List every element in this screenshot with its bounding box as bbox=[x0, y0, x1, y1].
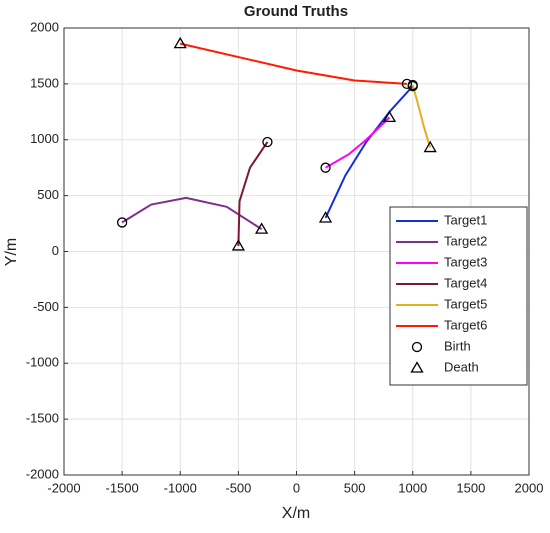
death-marker bbox=[231, 239, 246, 251]
chart-title: Ground Truths bbox=[244, 3, 348, 20]
plot-frame bbox=[63, 27, 530, 476]
y-tick-label: 2000 bbox=[30, 19, 59, 34]
birth-marker bbox=[407, 79, 418, 91]
x-tick-label: 1500 bbox=[456, 480, 485, 495]
legend-label: Target3 bbox=[444, 254, 487, 269]
x-tick-label: -500 bbox=[225, 480, 251, 495]
death-marker bbox=[318, 211, 333, 223]
y-tick-label: 1000 bbox=[30, 131, 59, 146]
y-tick-label: 500 bbox=[37, 187, 59, 202]
birth-marker bbox=[320, 162, 331, 173]
y-tick-label: -1500 bbox=[26, 411, 59, 426]
death-marker bbox=[173, 36, 187, 49]
y-tick-label: 0 bbox=[52, 243, 59, 258]
x-tick-label: 500 bbox=[344, 480, 366, 495]
x-tick-label: 1000 bbox=[398, 480, 427, 495]
trajectory bbox=[325, 116, 391, 169]
trajectory bbox=[237, 141, 269, 246]
x-tick-label: 0 bbox=[293, 480, 300, 495]
birth-marker bbox=[262, 136, 273, 148]
legend-box bbox=[389, 206, 528, 386]
legend-label: Death bbox=[444, 359, 479, 374]
birth-marker bbox=[116, 217, 128, 228]
death-marker bbox=[423, 140, 437, 153]
trajectory bbox=[324, 85, 414, 219]
x-tick-label: 2000 bbox=[515, 480, 544, 495]
y-tick-label: -500 bbox=[33, 299, 59, 314]
y-tick-label: -1000 bbox=[26, 355, 59, 370]
x-tick-label: -2000 bbox=[47, 480, 80, 495]
legend-symbol bbox=[411, 341, 423, 353]
y-tick-label: -2000 bbox=[26, 466, 59, 481]
y-tick-label: 1500 bbox=[30, 75, 59, 90]
legend-label: Target5 bbox=[444, 296, 487, 311]
trajectory bbox=[411, 84, 432, 148]
legend-symbol bbox=[410, 361, 424, 373]
x-axis-label: X/m bbox=[282, 505, 310, 522]
legend-label: Target2 bbox=[444, 233, 487, 248]
legend-label: Target4 bbox=[444, 275, 487, 290]
x-tick-label: -1500 bbox=[106, 480, 139, 495]
legend-label: Target6 bbox=[444, 317, 487, 332]
trajectory bbox=[180, 42, 408, 85]
legend-label: Birth bbox=[444, 338, 471, 353]
x-tick-label: -1000 bbox=[164, 480, 197, 495]
death-marker bbox=[254, 222, 269, 234]
y-axis-label: Y/m bbox=[3, 238, 20, 266]
birth-marker bbox=[401, 78, 413, 90]
death-marker bbox=[382, 110, 397, 123]
legend-label: Target1 bbox=[444, 212, 487, 227]
